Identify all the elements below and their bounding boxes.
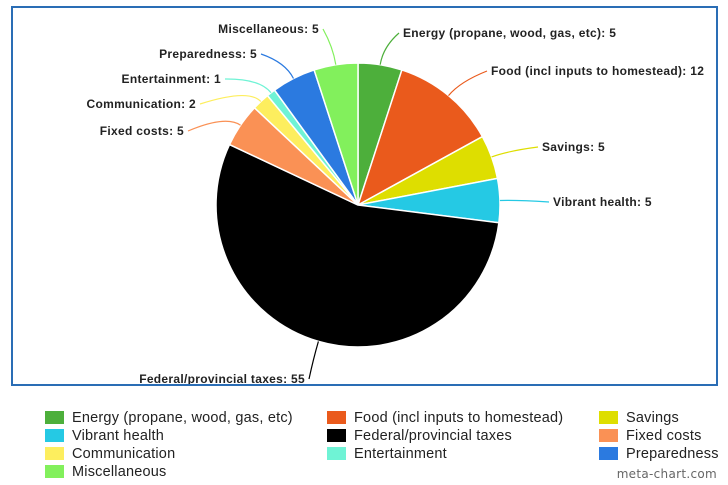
leader-line-energy-propane-wood-gas-etc bbox=[379, 32, 400, 65]
data-label-fixed-costs: Fixed costs: 5 bbox=[100, 124, 184, 138]
legend-label: Miscellaneous bbox=[72, 463, 167, 480]
pie-slice-federal-provincial-taxes[interactable] bbox=[215, 143, 500, 348]
data-label-vibrant-health: Vibrant health: 5 bbox=[553, 195, 652, 209]
leader-line-fixed-costs bbox=[187, 120, 241, 132]
legend-label: Savings bbox=[626, 409, 679, 426]
legend-item-food-incl-inputs-to-homestead[interactable]: Food (incl inputs to homestead) bbox=[327, 409, 599, 426]
data-label-preparedness: Preparedness: 5 bbox=[159, 47, 257, 61]
data-label-food-incl-inputs-to-homestead: Food (incl inputs to homestead): 12 bbox=[491, 64, 704, 78]
watermark: meta-chart.com bbox=[616, 467, 717, 481]
legend-swatch bbox=[45, 465, 64, 478]
leader-line-preparedness bbox=[260, 53, 295, 79]
legend-swatch bbox=[45, 411, 64, 424]
data-label-communication: Communication: 2 bbox=[87, 97, 196, 111]
data-label-entertainment: Entertainment: 1 bbox=[122, 72, 222, 86]
data-label-miscellaneous: Miscellaneous: 5 bbox=[218, 22, 319, 36]
pie-slice-food-incl-inputs-to-homestead[interactable] bbox=[356, 69, 484, 207]
leader-line-food-incl-inputs-to-homestead bbox=[448, 70, 488, 96]
legend-item-entertainment[interactable]: Entertainment bbox=[327, 445, 599, 462]
legend-item-fixed-costs[interactable]: Fixed costs bbox=[599, 427, 715, 444]
legend-item-preparedness[interactable]: Preparedness bbox=[599, 445, 718, 462]
legend-swatch bbox=[45, 429, 64, 442]
legend: Energy (propane, wood, gas, etc) Food (in… bbox=[45, 409, 718, 480]
legend-label: Communication bbox=[72, 445, 176, 462]
legend-swatch bbox=[599, 429, 618, 442]
legend-swatch bbox=[327, 429, 346, 442]
legend-item-miscellaneous[interactable]: Miscellaneous bbox=[45, 463, 327, 480]
data-label-savings: Savings: 5 bbox=[542, 140, 605, 154]
legend-item-vibrant-health[interactable]: Vibrant health bbox=[45, 427, 327, 444]
pie-slice-miscellaneous[interactable] bbox=[313, 62, 359, 206]
leader-line-communication bbox=[199, 94, 262, 105]
pie-chart: Energy (propane, wood, gas, etc): 5 Food … bbox=[87, 22, 704, 384]
legend-label: Fixed costs bbox=[626, 427, 702, 444]
legend-label: Vibrant health bbox=[72, 427, 165, 444]
legend-label: Food (incl inputs to homestead) bbox=[354, 409, 564, 426]
legend-item-savings[interactable]: Savings bbox=[599, 409, 715, 426]
legend-item-federal-provincial-taxes[interactable]: Federal/provincial taxes bbox=[327, 427, 599, 444]
leader-line-federal-provincial-taxes bbox=[308, 341, 319, 380]
data-label-energy-propane-wood-gas-etc: Energy (propane, wood, gas, etc): 5 bbox=[403, 26, 616, 40]
legend-label: Entertainment bbox=[354, 445, 447, 462]
leader-line-miscellaneous bbox=[322, 28, 337, 65]
legend-swatch bbox=[599, 447, 618, 460]
leader-line-vibrant-health bbox=[499, 199, 550, 203]
leader-line-entertainment bbox=[224, 78, 272, 94]
data-label-federal-provincial-taxes: Federal/provincial taxes: 55 bbox=[139, 372, 305, 384]
legend-item-energy-propane-wood-gas-etc[interactable]: Energy (propane, wood, gas, etc) bbox=[45, 409, 327, 426]
legend-swatch bbox=[327, 411, 346, 424]
legend-label: Preparedness bbox=[626, 445, 719, 462]
chart-frame: Energy (propane, wood, gas, etc): 5 Food … bbox=[11, 6, 718, 386]
leader-line-savings bbox=[491, 146, 539, 158]
legend-label: Federal/provincial taxes bbox=[354, 427, 512, 444]
legend-swatch bbox=[45, 447, 64, 460]
legend-swatch bbox=[327, 447, 346, 460]
legend-item-communication[interactable]: Communication bbox=[45, 445, 327, 462]
legend-swatch bbox=[599, 411, 618, 424]
legend-label: Energy (propane, wood, gas, etc) bbox=[72, 409, 293, 426]
